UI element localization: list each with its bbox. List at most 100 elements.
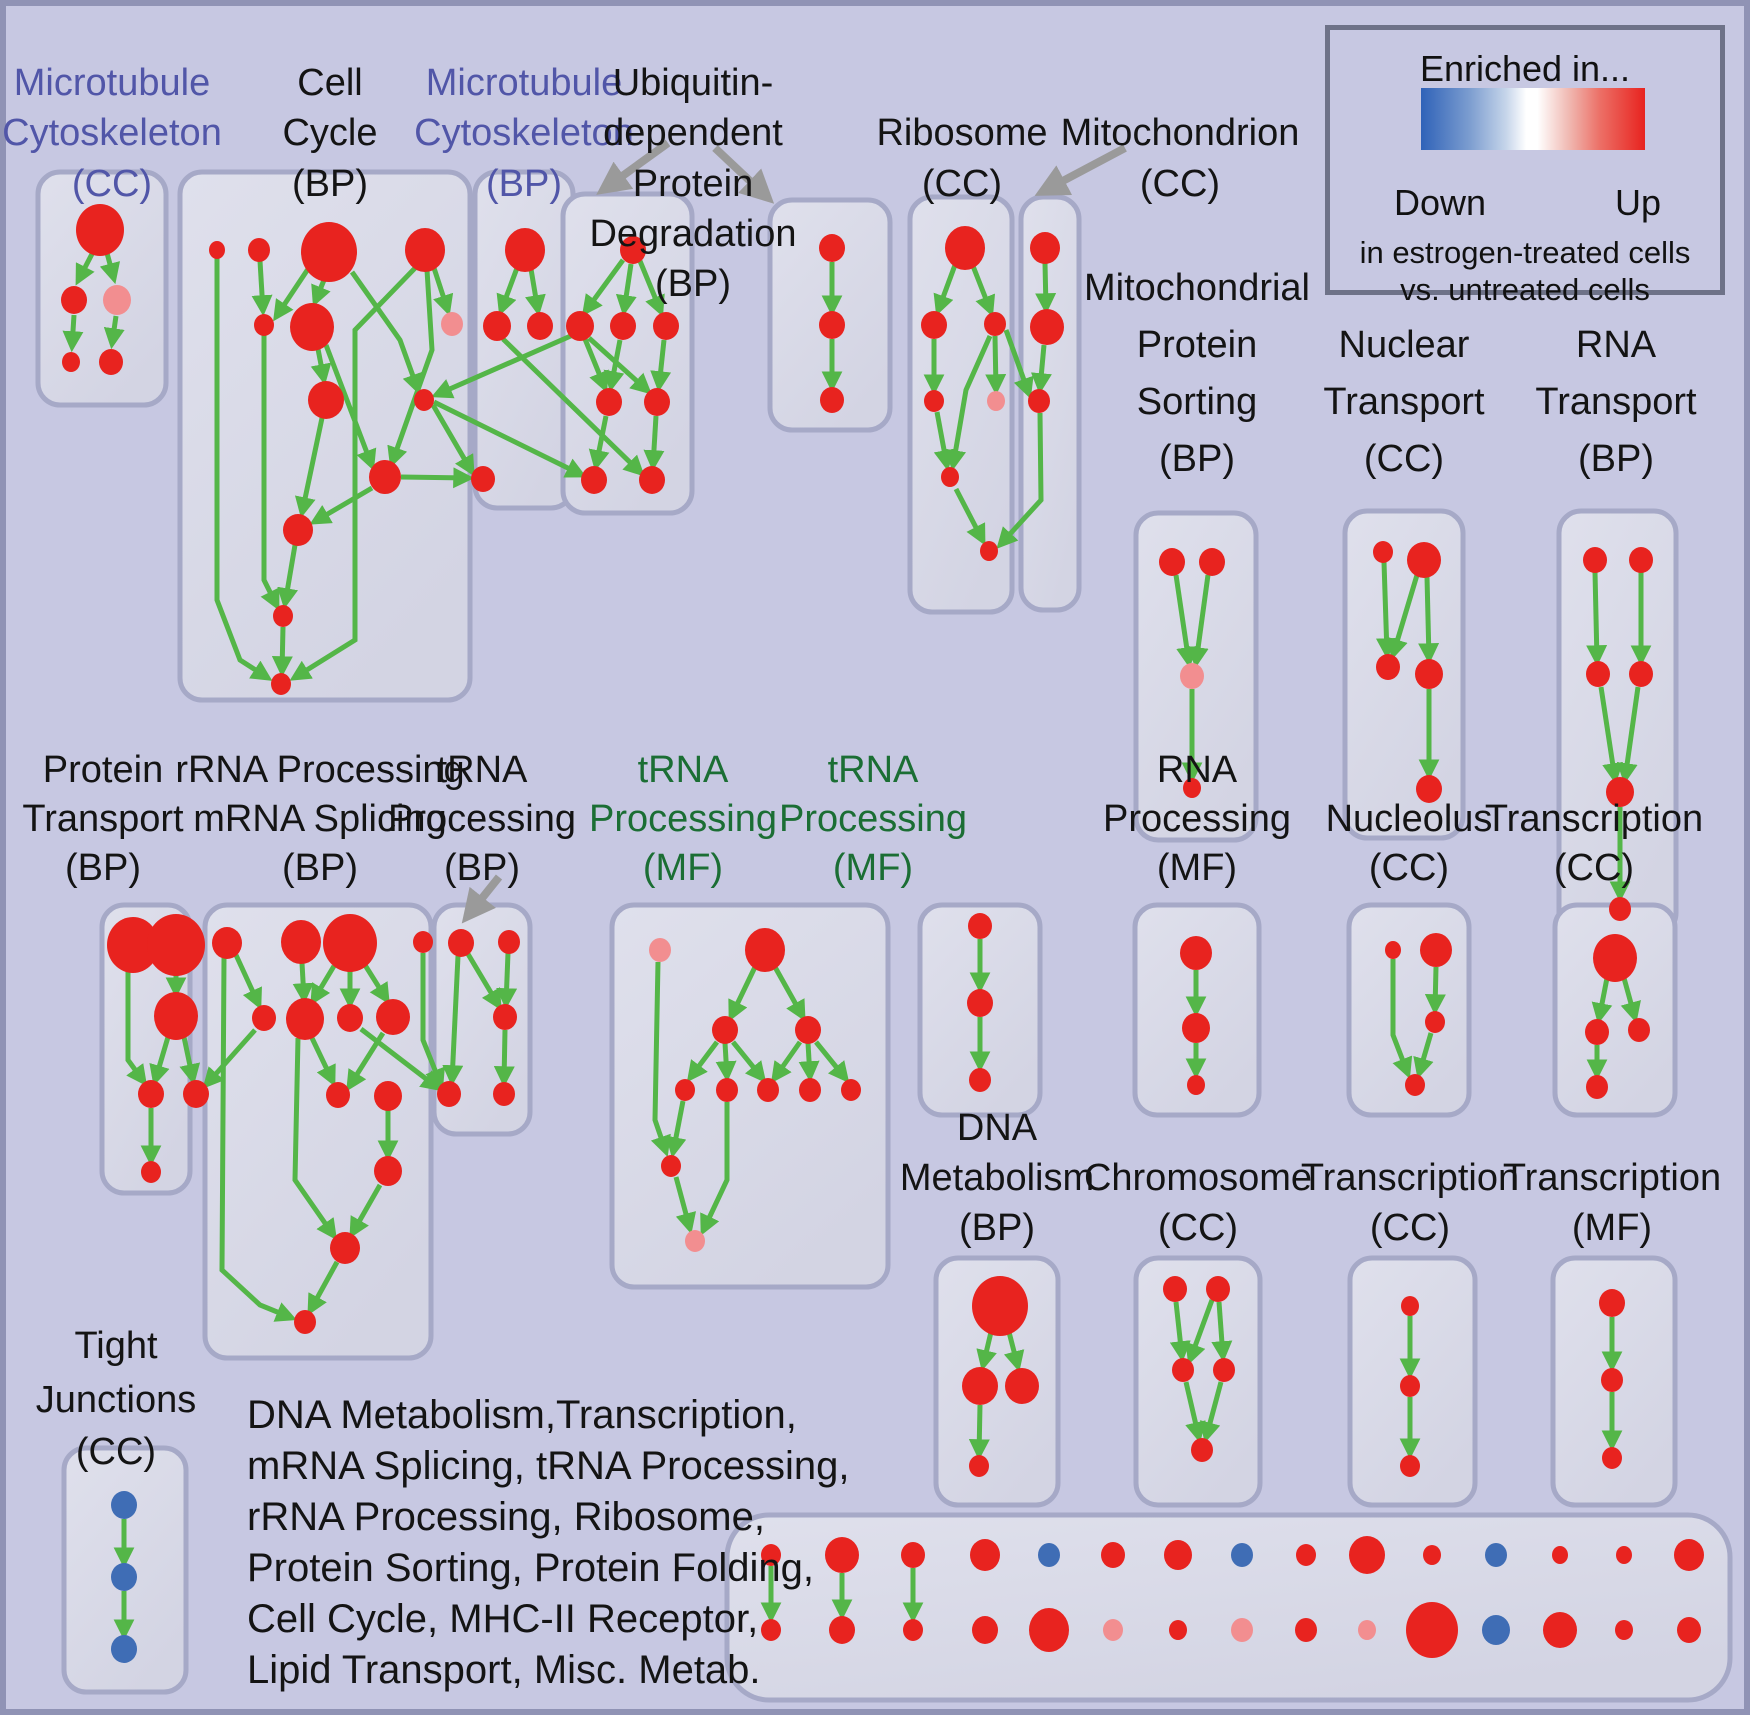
- legend: Enriched in... Down Up in estrogen-treat…: [1325, 25, 1725, 307]
- go-term-node-red: [1606, 777, 1634, 807]
- go-term-node-pink: [685, 1230, 705, 1252]
- go-term-node-red: [1552, 1546, 1568, 1564]
- edge-arrow-trna-processing-mf-1: [770, 1040, 803, 1084]
- go-term-node-pink: [103, 285, 131, 315]
- edge-arrow-ubiquitin-bp-1: [581, 258, 626, 317]
- go-term-node-red: [1030, 309, 1064, 345]
- edge-arrow-cell-cycle-bp: [431, 267, 454, 316]
- go-term-node-red: [99, 349, 123, 375]
- cluster-label: tRNA: [437, 749, 528, 791]
- cluster-label: DNA: [957, 1107, 1038, 1149]
- go-term-node-red: [1628, 1018, 1650, 1042]
- go-term-node-red: [712, 1016, 738, 1044]
- go-term-node-red: [984, 312, 1006, 336]
- go-term-node-red: [962, 1367, 998, 1405]
- edge-arrow-cell-cycle-bp: [309, 485, 374, 525]
- edge-arrow-ribosome-cc: [945, 334, 993, 472]
- edge-arrow-trna-processing-mf-1: [700, 1102, 730, 1236]
- go-term-node-red: [581, 466, 607, 494]
- go-term-node-red: [924, 390, 944, 412]
- go-term-node-red: [154, 992, 198, 1040]
- edge-arrow-nucleolus-cc: [1424, 966, 1446, 1016]
- go-term-node-red: [1187, 1075, 1205, 1095]
- go-term-node-red: [1164, 1540, 1192, 1570]
- go-term-node-red: [1199, 548, 1225, 576]
- go-term-node-red: [970, 1539, 1000, 1571]
- go-term-node-red: [281, 920, 321, 964]
- go-term-node-blue: [1231, 1543, 1253, 1567]
- cluster-label: mRNA Splicing: [193, 798, 446, 840]
- edge-arrow-trna-processing-mf-1: [728, 965, 758, 1022]
- annotation-text-line: DNA Metabolism,Transcription,: [247, 1393, 797, 1437]
- edge-arrow-cell-cycle-bp: [311, 279, 331, 307]
- go-term-node-red: [273, 605, 293, 627]
- go-term-node-red: [1101, 1542, 1125, 1568]
- go-term-node-red: [323, 914, 377, 972]
- go-term-node-red: [209, 241, 225, 259]
- go-term-node-red: [107, 917, 159, 973]
- gray-pointer-arrow: [712, 145, 775, 204]
- edge-arrow-trna-processing-bp: [493, 1029, 515, 1088]
- go-term-node-red: [271, 673, 291, 695]
- go-term-node-red: [138, 1080, 164, 1108]
- go-term-node-red: [1423, 1545, 1441, 1565]
- cluster-label: Mitochondrion: [1061, 112, 1300, 154]
- cluster-label: Processing: [1103, 798, 1291, 840]
- go-term-node-red: [795, 1016, 821, 1044]
- go-term-node-red: [596, 388, 622, 416]
- go-term-node-red: [1586, 661, 1610, 687]
- go-term-node-red: [1376, 654, 1400, 680]
- edge-arrow-protein-transport-bp: [179, 1036, 201, 1086]
- edge-arrow-cell-cycle-bp: [251, 260, 273, 317]
- go-term-node-red: [901, 1542, 925, 1568]
- go-term-node-red: [301, 222, 357, 282]
- edge-arrow-trna-processing-mf-1: [731, 1040, 767, 1084]
- edge-arrow-protein-transport-bp: [125, 972, 148, 1087]
- go-term-node-red: [330, 1232, 360, 1264]
- go-term-node-red: [448, 929, 474, 957]
- go-term-node-red: [1599, 1289, 1625, 1317]
- go-term-node-red: [945, 226, 985, 270]
- go-term-node-red: [212, 927, 242, 959]
- go-term-node-red: [413, 931, 433, 953]
- edge-arrow-nucleolus-cc: [1390, 959, 1413, 1079]
- go-term-node-red: [1163, 1276, 1187, 1302]
- go-term-node-red: [1373, 541, 1393, 563]
- cluster-label: tRNA: [638, 749, 729, 791]
- edge-arrow-trna-processing-mf-1: [673, 1176, 697, 1235]
- go-term-node-red: [903, 1619, 923, 1641]
- edge-arrow-cross-cluster: [359, 1027, 443, 1092]
- edge-arrow-trna-processing-bp: [465, 952, 502, 1011]
- go-term-node-red: [483, 311, 511, 341]
- go-term-node-red: [675, 1079, 695, 1101]
- edge-arrow-chromosome-cc: [1211, 1301, 1233, 1363]
- go-term-node-red: [639, 466, 665, 494]
- edge-arrow-chromosome-cc: [1199, 1381, 1224, 1444]
- legend-gradient-bar: [1421, 88, 1645, 150]
- legend-subtitle-line2: vs. untreated cells: [1400, 272, 1650, 307]
- go-term-node-red: [1406, 1602, 1458, 1658]
- cluster-label: (BP): [1159, 438, 1235, 480]
- go-term-node-red: [1349, 1536, 1385, 1574]
- go-term-node-blue: [111, 1563, 137, 1591]
- go-term-node-red: [980, 541, 998, 561]
- go-term-node-red: [326, 1082, 350, 1108]
- edge-arrow-ribosome-cc: [933, 411, 955, 472]
- go-term-node-red: [374, 1156, 402, 1186]
- edge-arrow-rrna-mrna-bp: [219, 957, 297, 1322]
- cluster-label: (CC): [1158, 1207, 1238, 1249]
- cluster-label: (BP): [65, 847, 141, 889]
- gray-pointer-arrow: [596, 139, 671, 195]
- go-term-node-red: [1172, 1358, 1194, 1382]
- cluster-label: Mitochondrial: [1084, 267, 1310, 309]
- cluster-label: (MF): [833, 847, 913, 889]
- go-term-node-red: [1593, 934, 1637, 982]
- cluster-label: (CC): [72, 163, 152, 205]
- go-term-node-red: [969, 1068, 991, 1092]
- go-term-node-red: [308, 381, 344, 419]
- cluster-label: Processing: [589, 798, 777, 840]
- cluster-label: Cycle: [282, 112, 377, 154]
- go-term-node-pink: [1103, 1619, 1123, 1641]
- cluster-label: Chromosome: [1084, 1157, 1312, 1199]
